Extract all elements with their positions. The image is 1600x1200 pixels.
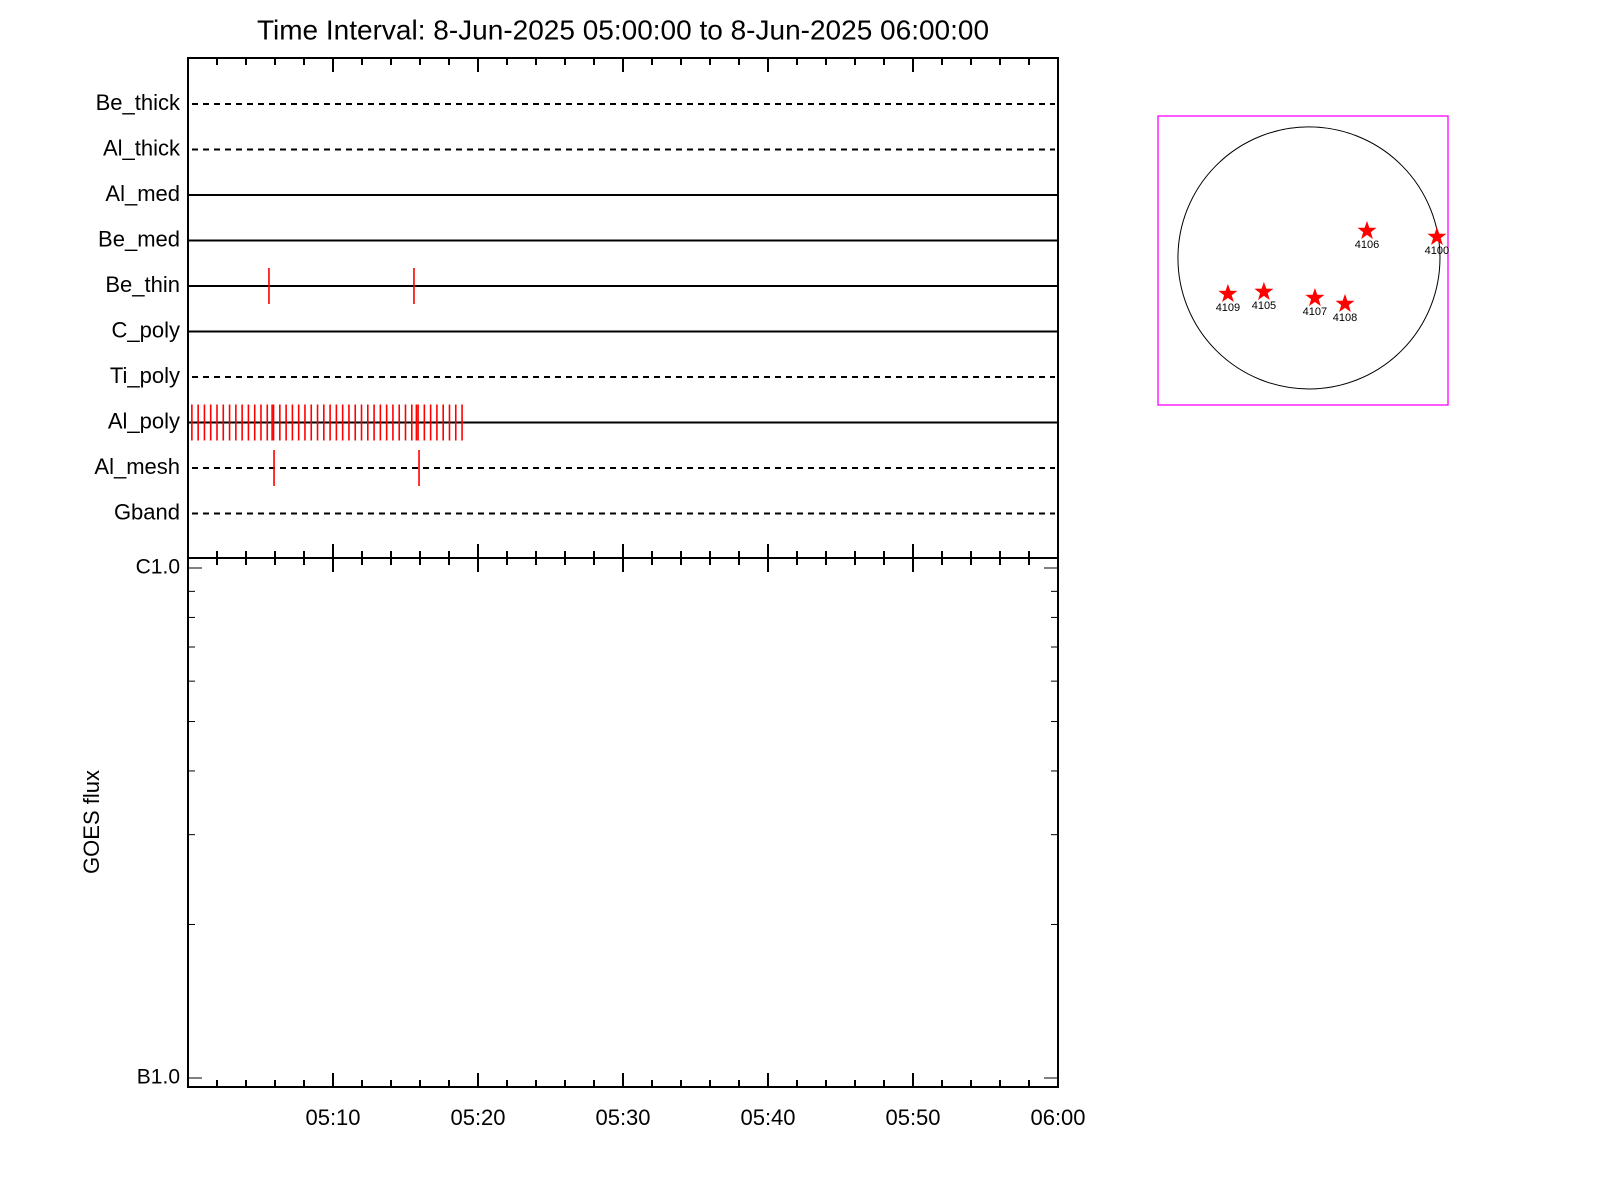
x-tick-label: 05:30 [595, 1105, 650, 1130]
region-label: 4109 [1216, 302, 1240, 314]
map-frame [1157, 115, 1449, 406]
x-tick-label: 05:20 [450, 1105, 505, 1130]
x-tick-label: 06:00 [1030, 1105, 1085, 1130]
region-label: 4100 [1425, 245, 1449, 257]
region-label: 4106 [1355, 239, 1379, 251]
region-marker [1357, 220, 1377, 239]
row-label: Gband [114, 499, 180, 524]
y-tick-label: B1.0 [137, 1066, 180, 1089]
x-tick-label: 05:40 [740, 1105, 795, 1130]
x-tick-label: 05:50 [885, 1105, 940, 1130]
solar-limb [1177, 126, 1441, 390]
region-marker [1335, 293, 1355, 312]
bottom-frame [187, 557, 1059, 1088]
row-label: Al_poly [108, 408, 180, 433]
top-frame [187, 57, 1059, 559]
row-label: C_poly [112, 317, 180, 342]
region-marker [1254, 281, 1274, 300]
y-tick-label: C1.0 [136, 556, 180, 579]
row-label: Al_mesh [94, 454, 180, 479]
row-label: Al_med [105, 181, 180, 206]
region-label: 4107 [1303, 306, 1327, 318]
region-label: 4108 [1333, 312, 1357, 324]
row-label: Be_med [98, 226, 180, 251]
row-label: Al_thick [103, 135, 181, 160]
region-marker [1305, 288, 1325, 306]
region-marker [1427, 226, 1447, 245]
chart-title: Time Interval: 8-Jun-2025 05:00:00 to 8-… [257, 14, 989, 45]
region-label: 4105 [1252, 300, 1276, 312]
row-label: Ti_poly [110, 363, 180, 388]
row-label: Be_thin [105, 272, 180, 297]
y-axis-label: GOES flux [79, 770, 104, 874]
x-tick-label: 05:10 [305, 1105, 360, 1130]
row-label: Be_thick [96, 90, 181, 115]
region-marker [1218, 283, 1238, 302]
